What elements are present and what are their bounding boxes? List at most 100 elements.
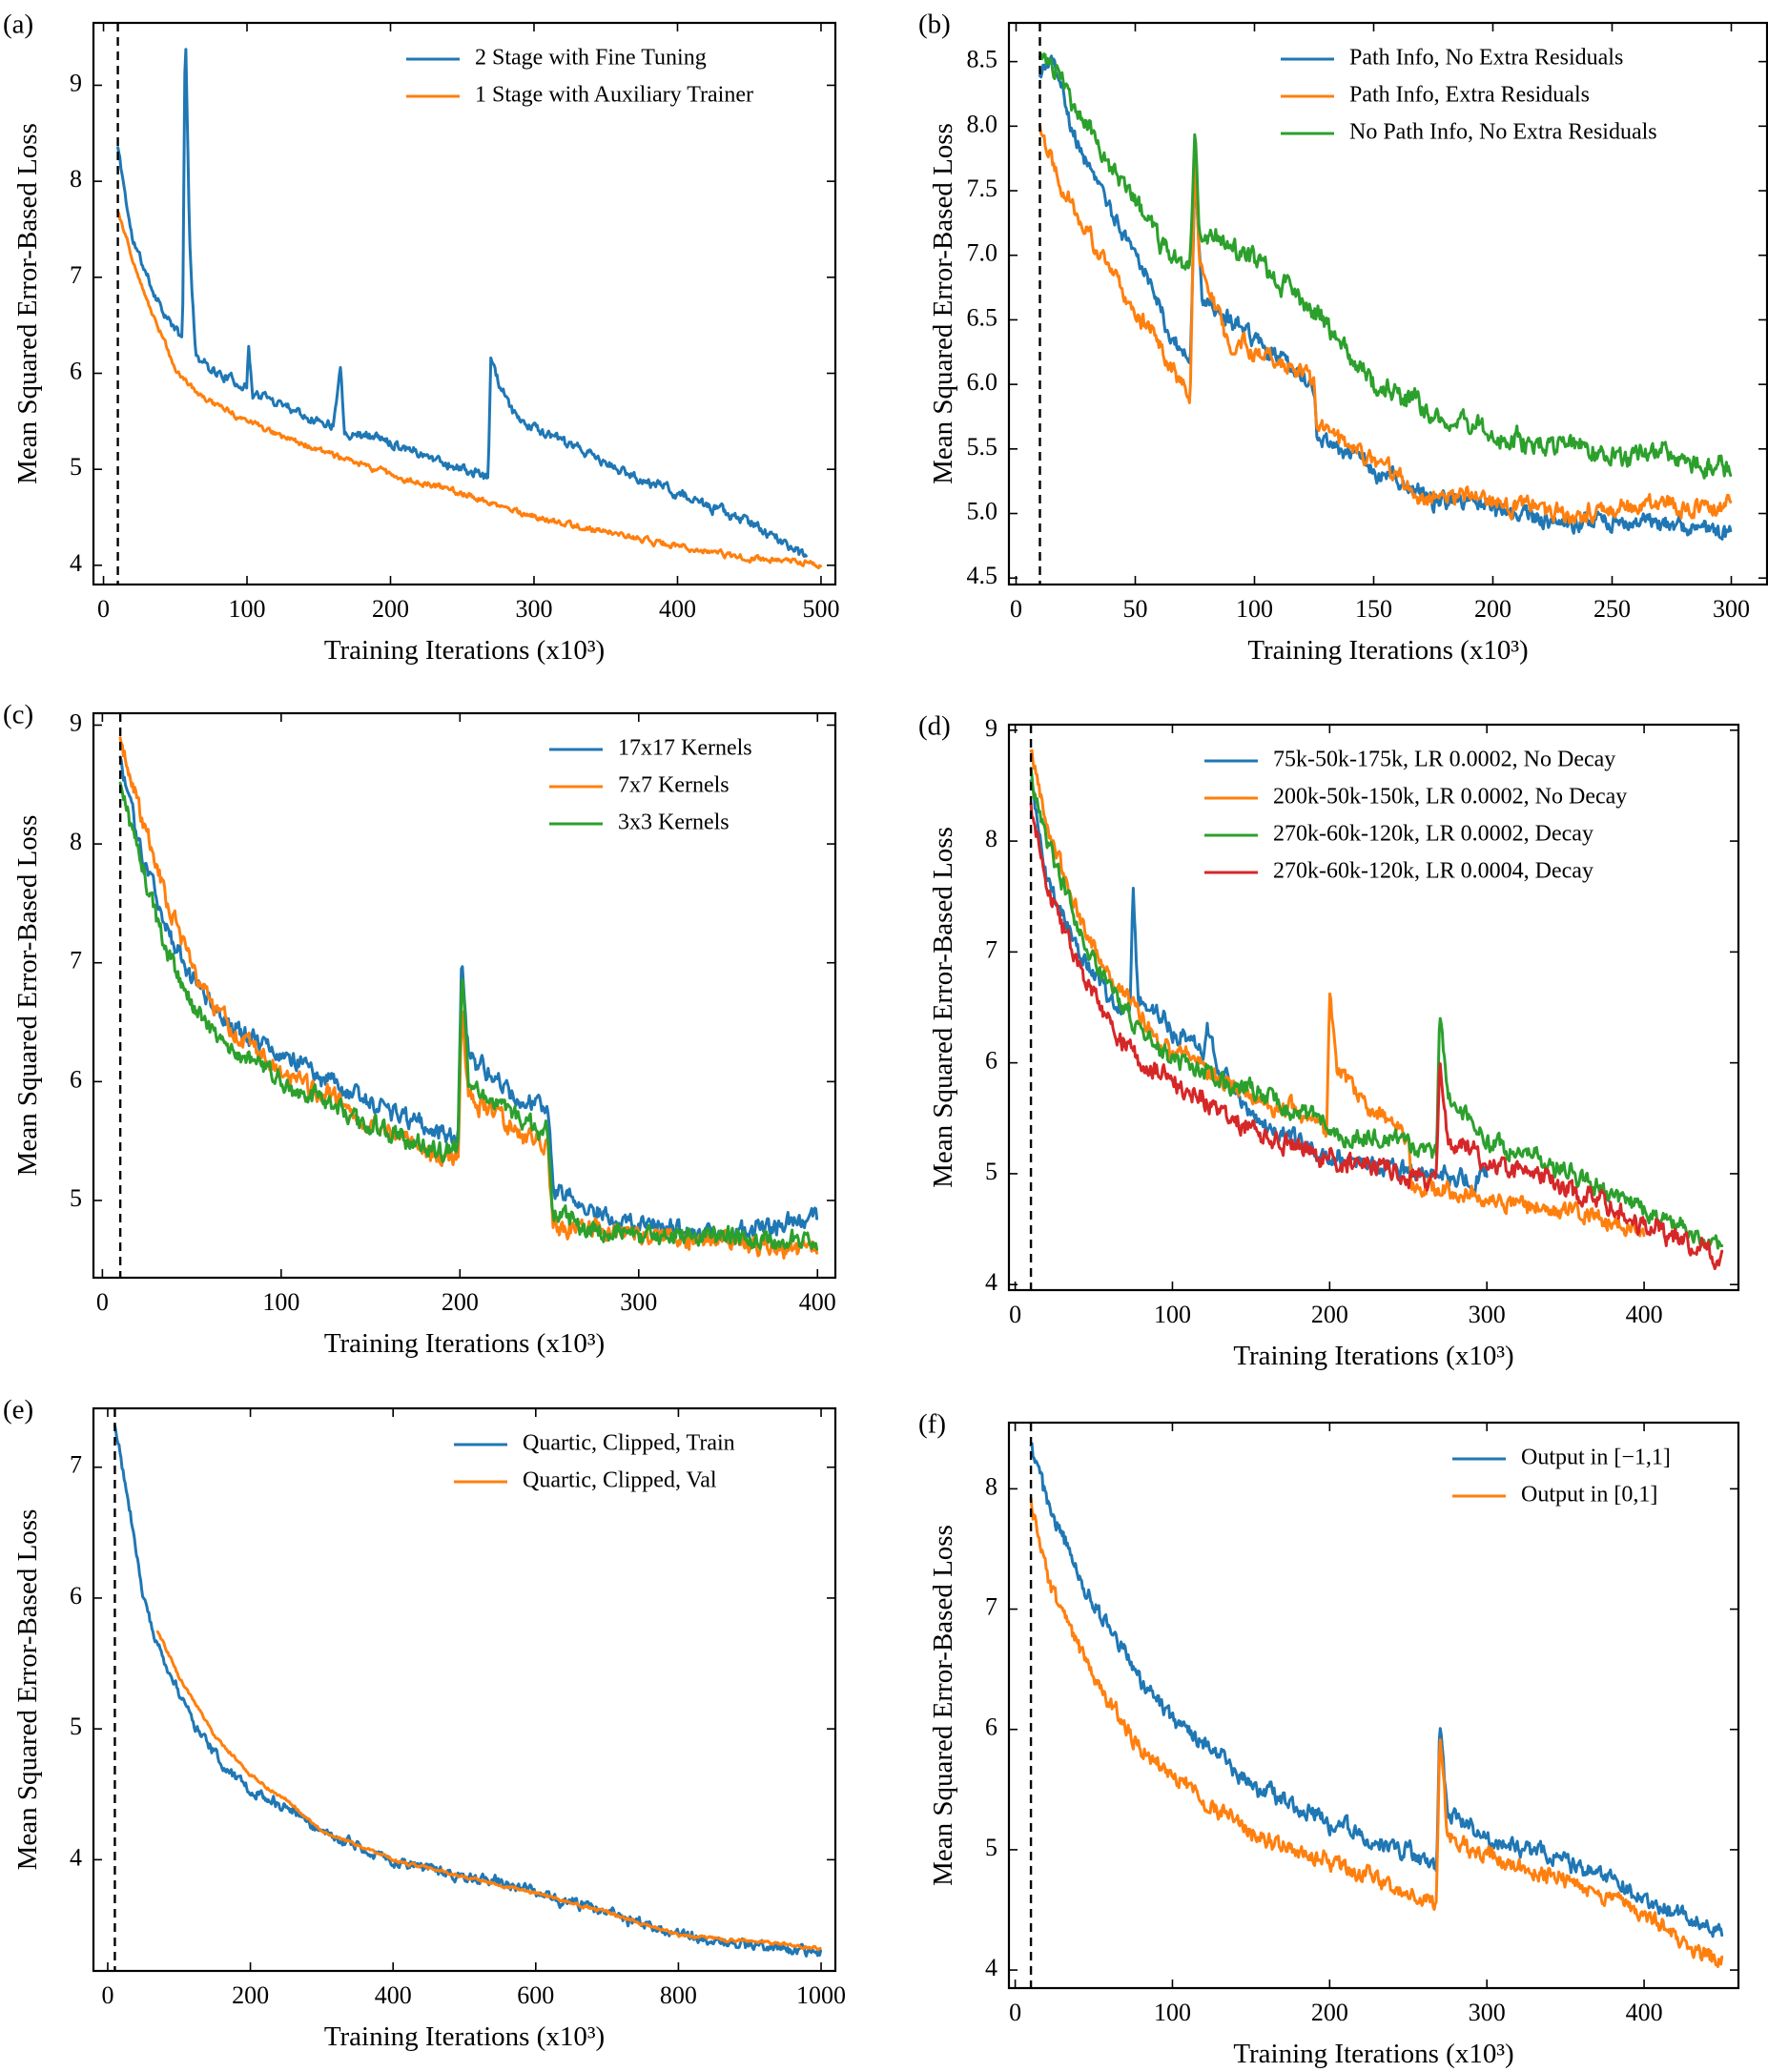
series-line-orange: [1029, 1497, 1724, 1969]
y-axis-title: Mean Squared Error-Based Loss: [928, 123, 958, 484]
x-axis-title: Training Iterations (x10³): [1247, 635, 1528, 666]
x-tick-label: 100: [229, 595, 266, 623]
x-tick-label: 200: [442, 1288, 479, 1316]
panel-label: (b): [918, 10, 951, 40]
x-tick-label: 100: [1154, 1999, 1191, 2026]
axes-frame: [92, 21, 837, 586]
y-tick-label: 9: [70, 708, 82, 736]
legend: 2 Stage with Fine Tuning 1 Stage with Aux…: [406, 46, 753, 108]
y-axis-title: Mean Squared Error-Based Loss: [928, 827, 958, 1188]
y-tick-label: 7.0: [967, 239, 998, 267]
x-tick-label: 1000: [796, 1981, 846, 2009]
plot-area: [1029, 1442, 1724, 1969]
x-tick-label: 400: [375, 1981, 412, 2009]
legend: Quartic, Clipped, Train Quartic, Clipped,…: [454, 1431, 735, 1493]
plot-area: [1029, 749, 1724, 1271]
legend-entry-label: Path Info, No Extra Residuals: [1349, 46, 1623, 71]
y-tick-label: 6: [70, 1065, 82, 1093]
y-tick-label: 9: [70, 69, 82, 96]
legend: 17x17 Kernels 7x7 Kernels 3x3 Kernels: [549, 736, 752, 835]
chart-panel: (a) 0 100 200 300 400 500 4 5 6 7 8 9 Training Iterat…: [3, 10, 839, 666]
x-tick-label: 400: [1626, 1999, 1663, 2026]
x-tick-label: 200: [1311, 1999, 1348, 2026]
x-tick-label: 100: [1236, 595, 1273, 623]
y-tick-label: 4.5: [967, 562, 998, 589]
x-axis-title: Training Iterations (x10³): [1233, 1341, 1513, 1371]
x-tick-label: 100: [262, 1288, 299, 1316]
series-line-green: [1029, 767, 1724, 1250]
y-tick-label: 5: [985, 1834, 997, 1861]
x-tick-label: 200: [1311, 1301, 1348, 1328]
legend-entry-label: 2 Stage with Fine Tuning: [475, 46, 707, 71]
axes-frame: [1007, 723, 1740, 1292]
x-tick-label: 400: [799, 1288, 836, 1316]
x-axis-title: Training Iterations (x10³): [1233, 2039, 1513, 2069]
y-axis-title: Mean Squared Error-Based Loss: [12, 815, 43, 1177]
legend-entry-label: 270k-60k-120k, LR 0.0002, Decay: [1273, 822, 1593, 847]
x-axis-title: Training Iterations (x10³): [324, 635, 605, 666]
y-tick-label: 8: [985, 1472, 997, 1500]
x-tick-label: 300: [1469, 1301, 1506, 1328]
panel-label: (d): [918, 711, 951, 742]
x-tick-label: 0: [1010, 595, 1022, 623]
y-tick-label: 7: [70, 947, 82, 974]
axes-frame: [1007, 1421, 1740, 1990]
series-line-green: [118, 781, 819, 1251]
chart-panel: (c) 0 100 200 300 400 5 6 7 8 9 Training Iterations…: [3, 700, 837, 1359]
series-line-blue: [1029, 1442, 1724, 1939]
panel-label: (a): [3, 10, 33, 40]
x-tick-label: 400: [659, 595, 696, 623]
y-tick-label: 4: [985, 1954, 997, 1981]
series-line-orange: [155, 1630, 822, 1952]
y-tick-label: 8.5: [967, 46, 998, 73]
x-tick-label: 600: [517, 1981, 554, 2009]
chart-panel: (e) 0 200 400 600 800 1000 4 5 6 7 Training Iterati…: [3, 1395, 846, 2052]
x-axis-title: Training Iterations (x10³): [324, 1328, 605, 1359]
legend-entry-label: 270k-60k-120k, LR 0.0004, Decay: [1273, 859, 1593, 884]
legend-entry-label: 75k-50k-175k, LR 0.0002, No Decay: [1273, 748, 1615, 772]
axes-frame: [92, 1406, 837, 1973]
series-line-red: [1029, 802, 1724, 1271]
legend-entry-label: 200k-50k-150k, LR 0.0002, No Decay: [1273, 785, 1627, 810]
legend-entry-label: No Path Info, No Extra Residuals: [1349, 120, 1657, 145]
y-tick-label: 6.5: [967, 303, 998, 331]
y-tick-label: 7: [70, 1451, 82, 1479]
x-tick-label: 0: [97, 595, 110, 623]
y-tick-label: 8.0: [967, 110, 998, 137]
legend-entry-label: 3x3 Kernels: [618, 810, 730, 835]
x-tick-label: 50: [1123, 595, 1148, 623]
x-tick-label: 300: [620, 1288, 657, 1316]
y-tick-label: 6: [70, 357, 82, 384]
y-tick-label: 5: [70, 453, 82, 481]
y-tick-label: 5.0: [967, 497, 998, 524]
y-tick-label: 7: [70, 261, 82, 289]
y-tick-label: 7: [985, 935, 997, 963]
legend-entry-label: Quartic, Clipped, Train: [523, 1431, 735, 1456]
chart-panel: (d) 0 100 200 300 400 4 5 6 7 8 9 Training Iteration…: [918, 711, 1740, 1371]
y-tick-label: 4: [985, 1268, 997, 1296]
axes-frame: [92, 711, 837, 1280]
plot-area: [1038, 52, 1733, 541]
legend: Path Info, No Extra Residuals Path Info, …: [1281, 46, 1657, 145]
series-line-orange: [116, 210, 822, 570]
y-tick-label: 5: [985, 1158, 997, 1185]
x-tick-label: 400: [1626, 1301, 1663, 1328]
y-axis-title: Mean Squared Error-Based Loss: [12, 1509, 43, 1871]
y-tick-label: 4: [70, 549, 82, 577]
y-axis-title: Mean Squared Error-Based Loss: [12, 123, 43, 484]
legend-entry-label: Path Info, Extra Residuals: [1349, 83, 1590, 108]
axes-frame: [1007, 21, 1768, 586]
x-tick-label: 150: [1355, 595, 1392, 623]
y-tick-label: 5.5: [967, 433, 998, 461]
y-tick-label: 6: [985, 1047, 997, 1075]
y-tick-label: 8: [985, 825, 997, 852]
panel-label: (f): [918, 1409, 946, 1440]
y-tick-label: 8: [70, 828, 82, 855]
x-tick-label: 0: [1009, 1999, 1021, 2026]
series-line-orange: [1038, 123, 1733, 524]
legend-entry-label: Output in [0,1]: [1521, 1483, 1657, 1508]
chart-panel: (b) 0 50 100 150 200 250 300 4.5 5.0 5.5 6.0 6.5 7.0 7…: [918, 10, 1768, 666]
legend: Output in [−1,1] Output in [0,1]: [1452, 1446, 1671, 1508]
series-line-blue: [1038, 54, 1733, 541]
